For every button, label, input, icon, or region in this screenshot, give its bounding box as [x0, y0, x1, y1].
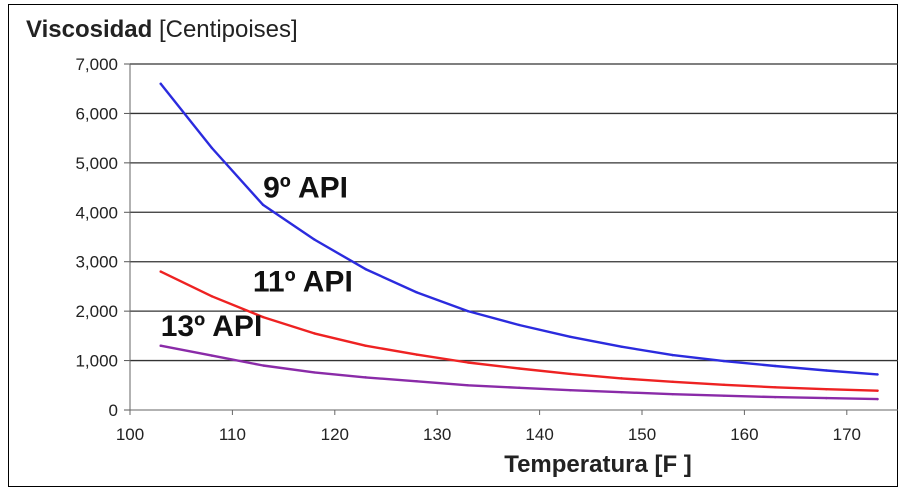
series-point	[159, 344, 162, 347]
x-tick-label: 100	[116, 425, 144, 444]
series-point	[415, 380, 418, 383]
series-point	[415, 353, 418, 356]
series-labels: 9º API 11º API 13º API	[161, 171, 353, 342]
x-axis-label: Temperatura [F ]	[0, 451, 906, 479]
series-point	[261, 364, 265, 367]
series-point	[569, 389, 572, 392]
series-point	[620, 377, 623, 380]
y-tick-label: 4,000	[75, 203, 118, 222]
series-point	[364, 267, 367, 271]
series-point	[722, 394, 726, 397]
series-point	[825, 396, 828, 400]
series-point	[466, 361, 470, 364]
series-point	[825, 388, 828, 391]
series-point	[159, 270, 162, 273]
y-tick-label: 7,000	[75, 55, 118, 74]
series-label: 9º API	[263, 171, 348, 204]
series-point	[773, 386, 777, 389]
x-tick-labels: 100 110 120 130 140 150 160 170	[116, 425, 861, 444]
series-point	[876, 373, 879, 376]
series-line	[159, 344, 879, 401]
series-label: 13º API	[161, 310, 263, 343]
series-point	[261, 203, 265, 207]
series-label: 11º API	[253, 265, 353, 298]
y-tick-label: 0	[109, 401, 118, 420]
x-tick-label: 140	[525, 425, 553, 444]
series-point	[313, 332, 316, 335]
y-tick-label: 5,000	[75, 154, 118, 173]
series-point	[876, 397, 879, 401]
x-tick-label: 170	[833, 425, 861, 444]
chart-title-text: Viscosidad	[26, 16, 153, 43]
series-point	[773, 364, 777, 368]
series-point	[876, 389, 879, 392]
chart-title: Viscosidad [Centipoises]	[26, 16, 298, 44]
series-point	[825, 369, 828, 372]
series-point	[517, 386, 521, 389]
series-point	[620, 391, 623, 394]
series-point	[466, 309, 470, 313]
series-point	[671, 392, 674, 396]
series-point	[159, 82, 162, 85]
series-point	[210, 295, 214, 298]
series-point	[671, 380, 674, 384]
series-point	[773, 395, 777, 399]
grid-lines	[130, 63, 898, 362]
series-point	[210, 146, 214, 150]
series-line	[159, 82, 879, 376]
x-axis-label-unit: [F ]	[654, 451, 692, 478]
x-tick-label: 110	[219, 425, 246, 444]
series-point	[466, 384, 470, 387]
series-point	[620, 345, 623, 348]
x-tick-label: 120	[321, 425, 349, 444]
series-point	[261, 315, 265, 319]
series-point	[517, 323, 521, 327]
series-point	[722, 359, 726, 363]
series-point	[364, 376, 367, 379]
x-tick-label: 150	[628, 425, 656, 444]
y-tick-labels: 0 1,000 2,000 3,000 4,000 5,000 6,000 7,000	[75, 55, 118, 420]
x-tick-label: 130	[423, 425, 451, 444]
series-point	[722, 383, 726, 386]
series-point	[210, 354, 214, 357]
series-point	[313, 371, 316, 374]
y-tick-label: 3,000	[75, 253, 118, 272]
series-point	[569, 372, 572, 376]
series-lines	[159, 82, 879, 401]
x-axis-label-text: Temperatura	[504, 451, 648, 478]
series-point	[671, 353, 674, 357]
series-point	[364, 344, 367, 347]
series-point	[569, 335, 572, 339]
chart-title-unit: [Centipoises]	[158, 16, 298, 43]
chart-frame	[8, 4, 898, 487]
series-point	[313, 238, 316, 241]
y-tick-label: 6,000	[75, 104, 118, 123]
axes	[124, 63, 898, 415]
series-point	[517, 367, 521, 370]
y-tick-label: 1,000	[75, 352, 118, 371]
series-point	[415, 291, 418, 294]
y-tick-label: 2,000	[75, 302, 118, 321]
x-tick-label: 160	[730, 425, 758, 444]
